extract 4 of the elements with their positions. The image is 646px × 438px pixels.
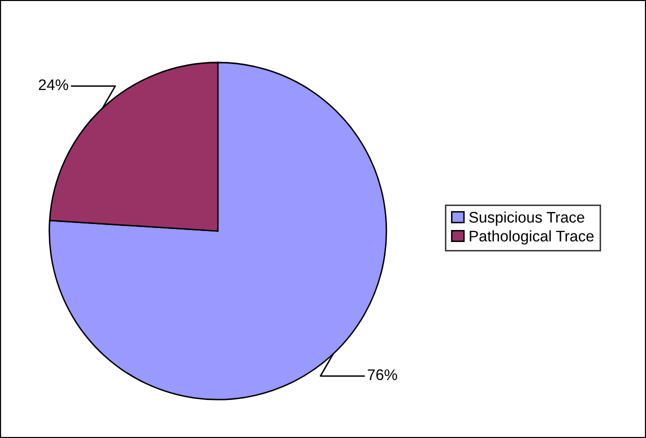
legend-label: Suspicious Trace bbox=[469, 211, 584, 226]
data-label: 76% bbox=[368, 369, 398, 380]
data-label: 24% bbox=[38, 79, 68, 90]
legend-label: Pathological Trace bbox=[470, 230, 594, 245]
